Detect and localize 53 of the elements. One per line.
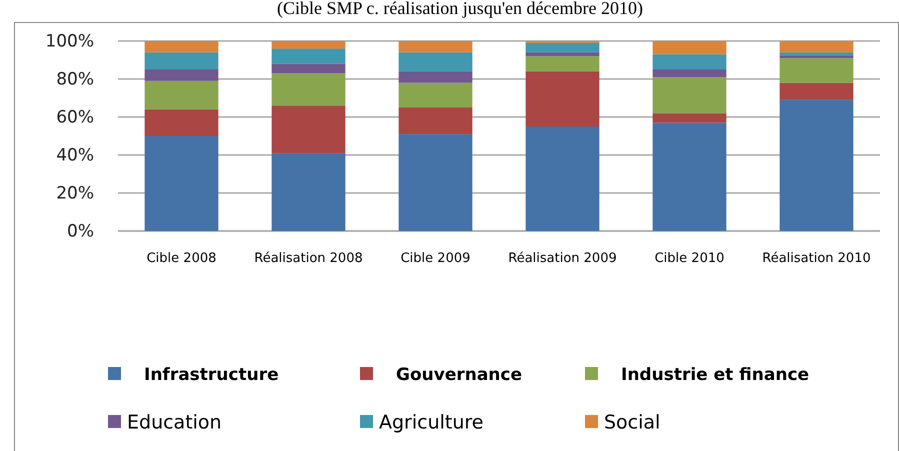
legend-label: Gouvernance: [396, 364, 522, 385]
bar: [272, 64, 346, 74]
y-tick-label: 60%: [56, 107, 94, 128]
bar: [398, 134, 472, 231]
bar: [144, 52, 218, 70]
x-tick-label: Cible 2009: [400, 251, 470, 266]
bar: [144, 80, 218, 110]
bar: [526, 56, 600, 72]
y-tick-label: 20%: [56, 183, 94, 204]
bar: [652, 54, 726, 70]
bar: [652, 41, 726, 54]
y-tick-label: 100%: [45, 31, 94, 52]
x-tick-label: Réalisation 2009: [508, 251, 617, 266]
bar: [398, 52, 472, 72]
legend-label: Infrastructure: [144, 364, 279, 385]
legend-label: Social: [604, 412, 660, 434]
bar: [144, 136, 218, 231]
bar: [526, 42, 600, 52]
bar: [272, 48, 346, 64]
bar: [652, 122, 726, 231]
legend-label: Industrie et finance: [621, 364, 810, 385]
legend-label: Education: [127, 412, 222, 434]
bar: [272, 153, 346, 231]
y-tick-label: 0%: [67, 221, 94, 242]
y-tick-label: 80%: [56, 69, 94, 90]
bar: [272, 73, 346, 106]
bar: [398, 71, 472, 83]
x-tick-label: Réalisation 2008: [254, 251, 363, 266]
bar: [780, 58, 854, 83]
bar: [144, 109, 218, 136]
bar: [652, 77, 726, 114]
x-tick-label: Réalisation 2010: [762, 251, 871, 266]
bar: [272, 106, 346, 154]
x-tick-label: Cible 2008: [146, 251, 216, 266]
bar: [526, 126, 600, 231]
bar: [780, 52, 854, 56]
bar: [272, 41, 346, 49]
bar: [652, 113, 726, 123]
bar: [780, 100, 854, 231]
x-tick-label: Cible 2010: [654, 251, 724, 266]
bar: [398, 82, 472, 108]
bar: [526, 71, 600, 126]
bar: [652, 70, 726, 78]
y-tick-label: 40%: [56, 145, 94, 166]
bar: [780, 82, 854, 100]
bar: [144, 70, 218, 81]
legend-label: Agriculture: [379, 412, 484, 434]
bar: [526, 52, 600, 56]
bar: [398, 41, 472, 52]
chart-title: (Cible SMP c. réalisation jusqu'en décembre 2010): [277, 0, 643, 18]
bar: [144, 41, 218, 52]
bar: [780, 41, 854, 52]
bar: [398, 108, 472, 134]
